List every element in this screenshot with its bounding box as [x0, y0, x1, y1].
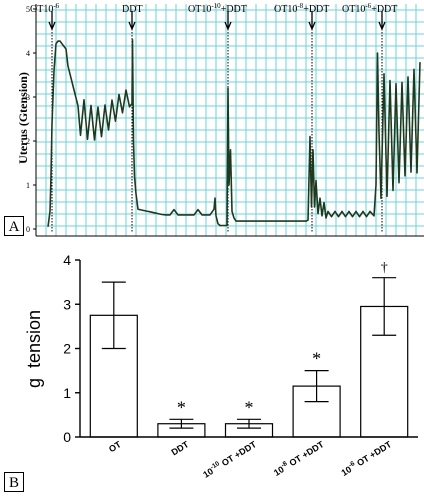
bar-y-tick-label: 0 — [63, 429, 71, 445]
trace-event-markers: OT10-6 DDT OT10-10+DDT OT10-8+DDT OT10-6+DDT — [30, 2, 397, 232]
event-arrow-icon — [48, 11, 56, 31]
event-arrow-icon — [308, 11, 316, 31]
event-arrow-icon — [224, 11, 232, 31]
error-bars — [101, 277, 397, 429]
event-label: OT10-10+DDT — [188, 2, 247, 15]
event-label: OT10-6 — [30, 2, 60, 15]
trace-y-tick-label: 5 — [26, 5, 30, 14]
significance-marker: * — [245, 397, 254, 417]
bar-y-ticks: 0 1 2 3 4 — [63, 252, 80, 445]
significance-markers: * * * † — [177, 261, 388, 418]
bar-y-tick-label: 2 — [63, 341, 71, 357]
trace-y-ticks: 0 1 2 3 4 5 — [26, 5, 36, 234]
trace-y-tick-label: 1 — [26, 181, 30, 190]
bar-y-tick-label: 4 — [63, 252, 71, 268]
event-label: DDT — [122, 4, 143, 15]
bar-y-axis-label: g tension — [24, 310, 44, 388]
event-label: OT10-8+DDT — [274, 2, 329, 15]
bar-y-tick-label: 3 — [63, 296, 71, 312]
bar-y-tick-label: 1 — [63, 385, 71, 401]
trace-y-tick-label: 4 — [26, 49, 30, 58]
tension-trace-line — [47, 39, 421, 227]
significance-marker: * — [177, 397, 186, 417]
panel-a-label: A — [4, 216, 24, 236]
event-label: OT10-6+DDT — [342, 2, 397, 15]
trace-y-tick-label: 2 — [26, 137, 30, 146]
trace-y-tick-label: 3 — [26, 93, 30, 102]
trace-y-axis-label: Uterus (Gtension) — [16, 72, 30, 164]
trace-y-tick-label: 0 — [26, 225, 30, 234]
panel-b-label: B — [4, 472, 24, 492]
significance-marker: † — [381, 261, 388, 276]
significance-marker: * — [312, 349, 321, 369]
event-arrow-icon — [378, 11, 386, 31]
event-arrow-icon — [128, 11, 136, 31]
